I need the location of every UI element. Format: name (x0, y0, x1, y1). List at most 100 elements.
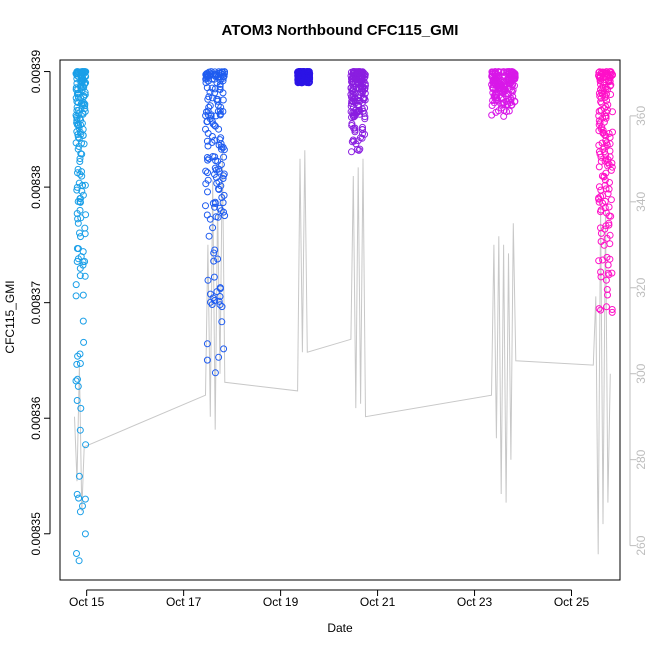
data-point (74, 255, 82, 263)
data-point (348, 75, 356, 83)
data-point (211, 121, 218, 129)
data-point (82, 441, 90, 449)
data-point (603, 139, 610, 147)
data-point (505, 86, 513, 93)
right-tick-label: 260 (634, 535, 648, 555)
data-point (503, 101, 511, 109)
data-point (597, 98, 605, 106)
data-point (602, 151, 610, 159)
data-point (606, 255, 614, 263)
data-point (349, 72, 357, 80)
data-point (209, 224, 217, 232)
data-point (76, 508, 84, 516)
data-point (75, 557, 83, 565)
data-point (595, 305, 603, 313)
data-point (361, 115, 369, 123)
data-point (211, 200, 219, 207)
data-point (80, 338, 88, 346)
data-point (596, 68, 604, 76)
data-point (350, 68, 357, 76)
data-point (606, 74, 614, 82)
data-point (607, 196, 615, 204)
data-point (76, 155, 84, 163)
data-point (488, 111, 496, 119)
data-point (79, 317, 87, 325)
data-point (76, 206, 84, 214)
data-point (219, 89, 227, 97)
data-point (211, 85, 219, 93)
data-point (73, 186, 81, 194)
data-point (595, 195, 603, 203)
data-point (609, 128, 616, 136)
data-point (203, 356, 211, 364)
data-point (602, 103, 610, 111)
data-point (81, 258, 89, 265)
data-point (218, 194, 226, 201)
data-point (81, 224, 89, 232)
data-point (205, 155, 213, 163)
data-point (79, 291, 87, 299)
secondary-line (74, 150, 611, 555)
data-point (206, 115, 214, 123)
data-point (350, 96, 358, 104)
data-point (82, 68, 90, 76)
plot-frame (59, 59, 621, 581)
data-point (491, 68, 499, 76)
data-point (216, 80, 224, 88)
data-point (359, 123, 366, 131)
data-point (213, 79, 221, 87)
data-point (76, 198, 84, 206)
data-point (355, 101, 363, 109)
data-point (598, 84, 606, 92)
data-point (208, 84, 216, 92)
data-point (81, 530, 89, 538)
data-point (508, 69, 516, 77)
data-point (492, 94, 500, 102)
data-point (220, 153, 228, 161)
data-point (204, 188, 211, 196)
data-point (79, 109, 87, 117)
data-point (202, 167, 210, 175)
data-point (214, 107, 222, 115)
data-point (80, 99, 88, 107)
data-point (206, 215, 214, 223)
data-point (207, 290, 214, 298)
data-point (357, 134, 364, 142)
data-point (603, 303, 610, 311)
data-point (219, 96, 227, 104)
data-point (602, 112, 610, 120)
data-point (597, 273, 605, 281)
data-point (73, 183, 81, 191)
data-point (74, 219, 82, 227)
data-point (209, 120, 217, 128)
data-point (209, 94, 216, 102)
data-point (219, 175, 227, 182)
data-point (74, 86, 82, 94)
data-point (204, 156, 212, 164)
data-point (595, 89, 603, 97)
data-point (354, 94, 362, 102)
data-point (215, 125, 223, 133)
data-point (353, 146, 361, 153)
y-tick-label: 0.00836 (29, 396, 43, 440)
y-tick-label: 0.00837 (29, 281, 43, 325)
data-point (203, 211, 211, 219)
data-point (205, 93, 213, 101)
x-axis-label: Date (327, 621, 353, 635)
data-point (211, 369, 219, 377)
data-point (605, 271, 613, 279)
data-point (508, 101, 516, 109)
data-point (208, 301, 216, 308)
data-point (215, 353, 223, 361)
data-point (77, 130, 85, 138)
data-point (351, 80, 359, 88)
data-point (81, 272, 89, 280)
data-point (360, 109, 368, 117)
data-point (494, 97, 502, 105)
data-point (604, 101, 612, 109)
data-point (358, 86, 365, 94)
data-point (602, 222, 610, 230)
data-point (207, 298, 214, 306)
data-point (73, 90, 81, 98)
data-point (74, 145, 82, 153)
